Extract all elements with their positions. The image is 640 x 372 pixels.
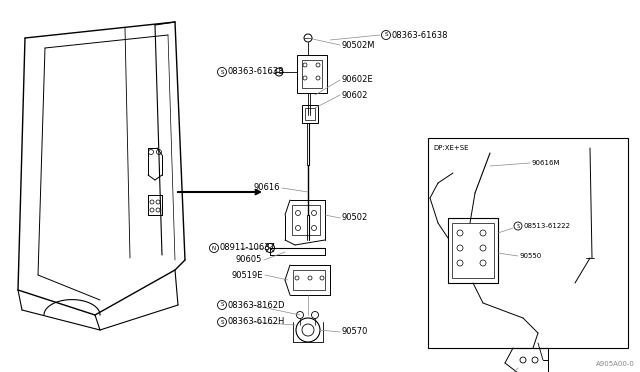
- Text: S: S: [220, 70, 224, 74]
- Text: 90550: 90550: [520, 253, 542, 259]
- Text: A905A00-0: A905A00-0: [596, 361, 635, 367]
- Text: S: S: [384, 32, 388, 38]
- Bar: [452, 223, 494, 278]
- Text: 08363-61638: 08363-61638: [228, 67, 285, 77]
- Text: 08513-61222: 08513-61222: [523, 223, 570, 229]
- Bar: [305, 108, 315, 120]
- Bar: [448, 218, 498, 283]
- Bar: [297, 55, 327, 93]
- Text: 90602: 90602: [342, 90, 369, 99]
- Text: 08911-10637: 08911-10637: [220, 244, 276, 253]
- Text: 90502: 90502: [342, 214, 368, 222]
- Text: 08363-6162H: 08363-6162H: [228, 317, 285, 327]
- Text: S: S: [220, 302, 224, 308]
- Bar: [428, 138, 628, 348]
- Text: 90602E: 90602E: [342, 76, 374, 84]
- Text: DP:XE+SE: DP:XE+SE: [433, 145, 468, 151]
- Bar: [302, 60, 322, 88]
- Text: 90502M: 90502M: [342, 41, 376, 49]
- Text: 08363-8162D: 08363-8162D: [228, 301, 285, 310]
- Text: 90570: 90570: [342, 327, 369, 337]
- Text: 90616: 90616: [253, 183, 280, 192]
- Bar: [293, 270, 325, 290]
- Text: S: S: [516, 224, 520, 228]
- Text: 90616M: 90616M: [532, 160, 561, 166]
- Bar: [302, 105, 318, 123]
- Text: 90519E: 90519E: [232, 270, 263, 279]
- Text: 08363-61638: 08363-61638: [392, 31, 449, 39]
- Bar: [292, 205, 320, 235]
- Text: N: N: [212, 246, 216, 250]
- Text: 90605: 90605: [236, 256, 262, 264]
- Text: S: S: [220, 320, 224, 324]
